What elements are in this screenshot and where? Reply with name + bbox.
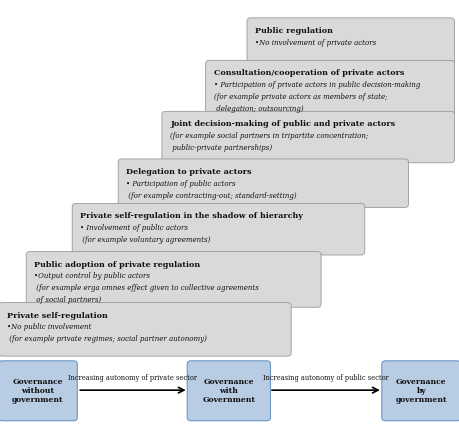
FancyBboxPatch shape	[0, 361, 77, 421]
Text: Private self-regulation: Private self-regulation	[7, 312, 107, 320]
Text: (for example contracting-out; standard-setting): (for example contracting-out; standard-s…	[126, 192, 297, 200]
FancyBboxPatch shape	[118, 159, 408, 207]
Text: Increasing autonomy of public sector: Increasing autonomy of public sector	[263, 374, 388, 382]
Text: (for example voluntary agreements): (for example voluntary agreements)	[80, 236, 210, 244]
Text: Increasing autonomy of private sector: Increasing autonomy of private sector	[68, 374, 197, 382]
FancyBboxPatch shape	[381, 361, 459, 421]
Text: (for example social partners in tripartite concentration;: (for example social partners in triparti…	[170, 132, 368, 140]
Text: Governance
without
government: Governance without government	[12, 377, 64, 404]
FancyBboxPatch shape	[26, 252, 320, 307]
Text: • Participation of private actors in public decision-making: • Participation of private actors in pub…	[213, 81, 420, 89]
Text: Private self-regulation in the shadow of hierarchy: Private self-regulation in the shadow of…	[80, 212, 303, 221]
FancyBboxPatch shape	[0, 303, 291, 356]
Text: (for example private regimes; social partner autonomy): (for example private regimes; social par…	[7, 335, 207, 343]
Text: Public adoption of private regulation: Public adoption of private regulation	[34, 261, 200, 269]
Text: delegation; outsourcing): delegation; outsourcing)	[213, 105, 303, 113]
Text: (for example erga omnes effect given to collective agreements: (for example erga omnes effect given to …	[34, 284, 259, 292]
Text: Governance
by
government: Governance by government	[394, 377, 446, 404]
Text: • Involvement of public actors: • Involvement of public actors	[80, 224, 188, 232]
FancyBboxPatch shape	[162, 111, 453, 163]
FancyBboxPatch shape	[187, 361, 270, 421]
Text: •No involvement of private actors: •No involvement of private actors	[255, 39, 376, 47]
FancyBboxPatch shape	[72, 204, 364, 255]
Text: (for example private actors as members of state;: (for example private actors as members o…	[213, 93, 386, 101]
FancyBboxPatch shape	[205, 60, 453, 116]
FancyBboxPatch shape	[246, 18, 453, 65]
Text: public-private partnerships): public-private partnerships)	[170, 144, 272, 152]
Text: • Participation of public actors: • Participation of public actors	[126, 180, 235, 188]
Text: of social partners): of social partners)	[34, 296, 101, 304]
Text: Delegation to private actors: Delegation to private actors	[126, 168, 252, 176]
Text: Public regulation: Public regulation	[255, 27, 332, 35]
Text: •No public involvement: •No public involvement	[7, 323, 91, 332]
Text: Joint decision-making of public and private actors: Joint decision-making of public and priv…	[170, 120, 394, 128]
Text: •Output control by public actors: •Output control by public actors	[34, 272, 150, 280]
Text: Consultation/cooperation of private actors: Consultation/cooperation of private acto…	[213, 69, 403, 77]
Text: Governance
with
Government: Governance with Government	[202, 377, 255, 404]
